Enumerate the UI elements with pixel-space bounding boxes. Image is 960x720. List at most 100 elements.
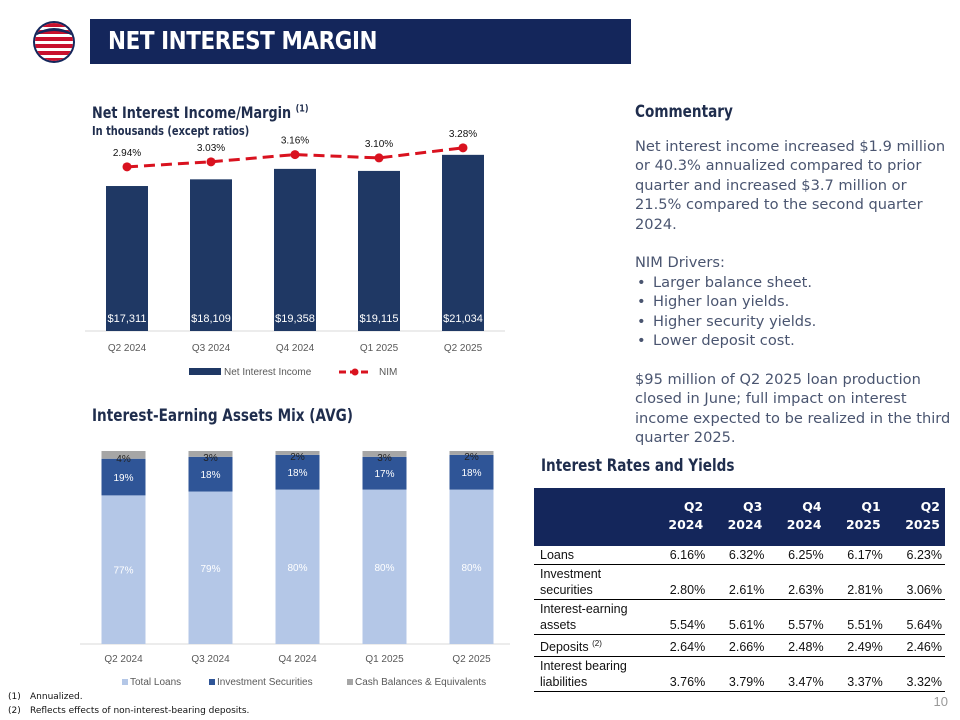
mix-bar-loans — [275, 489, 320, 644]
table-cell: 3.37% — [826, 656, 886, 692]
nim-driver-item: Larger balance sheet. — [635, 273, 953, 293]
mix-data-label: 3% — [377, 453, 392, 464]
row-label: Interest-earning assets — [534, 599, 649, 635]
nim-point — [374, 153, 384, 163]
nii-bar — [274, 168, 316, 331]
mix-data-label: 80% — [374, 563, 394, 574]
rates-col-header: Q2 2025 — [885, 488, 945, 545]
commentary-title: Commentary — [635, 102, 733, 122]
mix-bar-cash — [362, 451, 407, 457]
nim-driver-item: Lower deposit cost. — [635, 331, 953, 351]
nim-point — [206, 157, 216, 167]
rates-col-header: Q2 2024 — [649, 488, 709, 545]
nii-chart: $17,311 Q2 2024 $18,109 Q3 2024 $19,358 Q4 20… — [85, 129, 505, 378]
commentary-paragraph-1: Net interest income increased $1.9 milli… — [635, 138, 946, 233]
nim-drivers-list: Larger balance sheet. Higher loan yields… — [635, 273, 953, 351]
commentary-body: Net interest income increased $1.9 milli… — [635, 137, 953, 447]
nii-bar-label: $19,115 — [360, 313, 399, 325]
nim-line — [126, 146, 464, 169]
row-label: Loans — [534, 544, 649, 565]
mix-bar-securities — [101, 458, 146, 496]
table-cell: 2.81% — [826, 564, 886, 600]
table-cell: 6.32% — [708, 544, 768, 565]
table-cell: 2.61% — [708, 564, 768, 600]
x-tick-label: Q1 2025 — [365, 654, 404, 665]
nii-bar — [358, 170, 400, 331]
rates-table-corner — [534, 488, 649, 545]
legend-label: Cash Balances & Equivalents — [355, 677, 486, 688]
table-cell: 5.61% — [708, 599, 768, 635]
nii-bar — [106, 186, 148, 331]
mix-data-label: 17% — [374, 469, 394, 480]
table-cell: 3.79% — [708, 656, 768, 692]
rates-table: Q2 2024 Q3 2024 Q4 2024 Q1 2025 Q2 2025 Loans… — [534, 488, 945, 692]
nim-data-label: 3.28% — [449, 129, 477, 140]
footnotes: (1) Annualized. (2) Reflects effects of no… — [8, 690, 249, 718]
nii-chart-subtitle: In thousands (except ratios) — [92, 124, 250, 138]
table-cell: 6.23% — [885, 544, 945, 565]
nii-bar-label: $19,358 — [275, 313, 315, 325]
nim-point — [122, 162, 132, 172]
nim-data-label: 3.03% — [197, 143, 225, 154]
table-cell: 6.16% — [649, 544, 709, 565]
mix-data-label: 18% — [461, 468, 481, 479]
table-cell: 2.64% — [649, 634, 709, 657]
mix-data-label: 18% — [200, 470, 220, 481]
nii-chart-title: Net Interest Income/Margin (1) — [92, 103, 308, 122]
header-bar — [18, 19, 631, 64]
commentary-paragraph-2: $95 million of Q2 2025 loan production c… — [635, 370, 951, 447]
footnote: (1) Annualized. — [8, 692, 83, 702]
mix-data-label: 77% — [113, 566, 133, 577]
nim-data-label: 2.94% — [113, 148, 141, 159]
mix-bar-securities — [449, 454, 494, 490]
mix-bar-cash — [449, 451, 494, 455]
table-row: Investment securities 2.80% 2.61% 2.63% … — [534, 564, 945, 600]
nim-drivers-title: NIM Drivers: — [635, 254, 725, 272]
table-row: Deposits (2) 2.64% 2.66% 2.48% 2.49% 2.4… — [534, 634, 945, 657]
table-cell: 2.66% — [708, 634, 768, 657]
mix-bar-loans — [101, 495, 146, 644]
mix-data-label: 80% — [461, 563, 481, 574]
x-tick-label: Q2 2024 — [108, 343, 147, 354]
nii-bar — [190, 179, 232, 331]
table-row: Loans 6.16% 6.32% 6.25% 6.17% 6.23% — [534, 544, 945, 565]
nim-driver-item: Higher loan yields. — [635, 292, 953, 312]
legend-label: Investment Securities — [217, 677, 313, 688]
x-tick-label: Q3 2024 — [191, 654, 230, 665]
x-tick-label: Q2 2025 — [444, 343, 483, 354]
legend-swatch — [122, 679, 128, 685]
table-cell: 2.80% — [649, 564, 709, 600]
table-cell: 6.25% — [767, 544, 827, 565]
footnote: (2) Reflects effects of non-interest-bear… — [8, 706, 250, 716]
table-cell: 3.47% — [767, 656, 827, 692]
nii-bar-label: $17,311 — [108, 313, 147, 325]
rates-col-header: Q4 2024 — [767, 488, 827, 545]
x-tick-label: Q4 2024 — [278, 654, 317, 665]
rates-table-title: Interest Rates and Yields — [541, 456, 735, 476]
legend-marker-nim — [351, 368, 359, 376]
table-cell: 3.06% — [885, 564, 945, 600]
mix-bar-loans — [362, 489, 407, 644]
mix-data-label: 3% — [203, 453, 218, 464]
mix-bar-securities — [362, 456, 407, 490]
table-cell: 6.17% — [826, 544, 886, 565]
x-tick-label: Q3 2024 — [192, 343, 231, 354]
assets-mix-chart: 77% 19% 4% Q2 2024 79% 18% 3% Q3 2024 80% 18% 2% Q4… — [80, 451, 510, 688]
x-tick-label: Q2 2024 — [104, 654, 143, 665]
nii-chart-title-text: Net Interest Income/Margin — [92, 103, 292, 122]
rates-col-header: Q3 2024 — [708, 488, 768, 545]
nim-data-label: 3.16% — [281, 136, 309, 147]
nim-driver-item: Higher security yields. — [635, 312, 953, 332]
table-cell: 3.32% — [885, 656, 945, 692]
table-row: Interest-earning assets 5.54% 5.61% 5.57… — [534, 599, 945, 635]
row-label: Interest bearing liabilities — [534, 656, 649, 692]
table-cell: 2.49% — [826, 634, 886, 657]
x-tick-label: Q2 2025 — [452, 654, 491, 665]
mix-data-label: 4% — [116, 454, 131, 465]
nim-data-label: 3.10% — [365, 139, 393, 150]
table-cell: 5.51% — [826, 599, 886, 635]
row-label: Deposits (2) — [534, 634, 649, 657]
table-cell: 2.46% — [885, 634, 945, 657]
mix-bar-loans — [449, 489, 494, 644]
legend-swatch — [209, 679, 215, 685]
